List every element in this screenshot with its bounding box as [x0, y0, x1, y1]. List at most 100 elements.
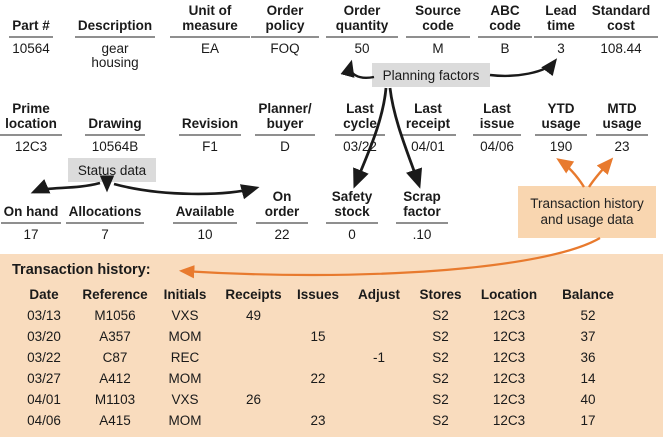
cell-issues: 22	[310, 371, 326, 386]
field-value: D	[280, 139, 290, 154]
field-label: Description	[74, 6, 156, 38]
transaction-table-body: 03/13 M1056 VXS 49 S2 12C3 52 03/20 A357…	[0, 305, 663, 431]
field-label: Last receipt	[400, 101, 456, 136]
cell-issues	[287, 347, 349, 368]
field-label: Prime location	[0, 101, 62, 136]
cell-balance: 14	[580, 371, 596, 386]
arrow-planning-to-lead-time	[489, 58, 558, 78]
column-header: Issues	[296, 287, 340, 302]
column-header: Reference	[82, 287, 148, 302]
table-row: 03/27 A412 MOM 22 S2 12C3 14	[8, 368, 663, 389]
field-value: 0	[348, 227, 356, 242]
cell-initials: MOM	[168, 413, 202, 428]
cell-stores: S2	[432, 392, 449, 407]
field-value: 7	[101, 227, 109, 242]
transaction-usage-callout: Transaction history and usage data	[518, 186, 656, 238]
cell-reference: A412	[99, 371, 131, 386]
field-label: Order quantity	[326, 3, 398, 38]
field-label: Source code	[406, 3, 470, 38]
cell-stores: S2	[432, 329, 449, 344]
transaction-history-title: Transaction history:	[12, 262, 151, 278]
field-value: 04/01	[411, 139, 445, 154]
cell-receipts	[220, 326, 287, 347]
field-allocations: Allocations 7	[63, 190, 147, 242]
field-label: Last cycle	[335, 101, 385, 136]
field-value: 3	[557, 41, 565, 56]
column-header: Location	[480, 287, 538, 302]
field-value: 190	[549, 139, 573, 154]
field-on-order: On order 22	[256, 189, 308, 242]
cell-initials: MOM	[168, 329, 202, 344]
cell-adjust	[349, 410, 409, 431]
planning-factors-label: Planning factors	[372, 63, 490, 87]
column-header: Date	[29, 287, 59, 302]
field-revision: Revision F1	[175, 102, 245, 154]
cell-initials: VXS	[171, 392, 199, 407]
field-value: 12C3	[14, 139, 48, 154]
cell-stores: S2	[432, 350, 449, 365]
cell-reference: A415	[99, 413, 131, 428]
table-row: 04/01 M1103 VXS 26 S2 12C3 40	[8, 389, 663, 410]
field-last-issue: Last issue 04/06	[473, 101, 521, 154]
table-row: 03/20 A357 MOM 15 S2 12C3 37	[8, 326, 663, 347]
cell-balance: 40	[580, 392, 596, 407]
cell-receipts: 26	[245, 392, 262, 407]
cell-receipts	[220, 368, 287, 389]
field-value: gear housing	[91, 41, 139, 70]
field-label: Standard cost	[584, 3, 658, 38]
field-label: YTD usage	[535, 101, 587, 136]
cell-receipts: 49	[245, 308, 262, 323]
cell-issues: 23	[310, 413, 326, 428]
cell-date: 04/06	[27, 413, 61, 428]
cell-date: 04/01	[27, 392, 61, 407]
field-order-quantity: Order quantity 50	[326, 3, 398, 56]
callout-line2: and usage data	[540, 212, 634, 227]
field-value: 23	[614, 139, 630, 154]
field-value: 10	[197, 227, 213, 242]
field-ytd-usage: YTD usage 190	[535, 101, 587, 154]
column-header: Initials	[163, 287, 207, 302]
field-value: 04/06	[480, 139, 514, 154]
table-row: 03/13 M1056 VXS 49 S2 12C3 52	[8, 305, 663, 326]
field-value: 10564	[12, 41, 50, 56]
field-part-number: Part # 10564	[1, 6, 61, 56]
status-data-label: Status data	[68, 158, 156, 182]
field-lead-time: Lead time 3	[534, 3, 588, 56]
cell-location: 12C3	[492, 308, 526, 323]
field-label: Scrap factor	[396, 189, 448, 224]
cell-location: 12C3	[492, 392, 526, 407]
cell-reference: C87	[102, 350, 128, 365]
arrow-planning-to-order-quantity	[340, 59, 375, 79]
cell-date: 03/22	[27, 350, 61, 365]
cell-issues: 15	[310, 329, 326, 344]
field-unit-of-measure: Unit of measure EA	[170, 3, 250, 56]
field-standard-cost: Standard cost 108.44	[584, 3, 658, 56]
field-label: Safety stock	[326, 189, 378, 224]
field-value: F1	[202, 139, 218, 154]
transaction-table-header: Date Reference Initials Receipts Issues Adjus…	[8, 285, 663, 305]
cell-reference: M1103	[94, 392, 136, 407]
cell-adjust	[349, 389, 409, 410]
field-last-receipt: Last receipt 04/01	[400, 101, 456, 154]
cell-initials: MOM	[168, 371, 202, 386]
field-value: 17	[23, 227, 39, 242]
field-source-code: Source code M	[406, 3, 470, 56]
cell-initials: VXS	[171, 308, 199, 323]
cell-receipts	[220, 347, 287, 368]
cell-location: 12C3	[492, 329, 526, 344]
callout-line1: Transaction history	[530, 196, 644, 211]
cell-balance: 36	[580, 350, 596, 365]
column-header: Stores	[419, 287, 462, 302]
cell-date: 03/13	[27, 308, 61, 323]
column-header: Balance	[562, 287, 614, 302]
cell-adjust	[349, 305, 409, 326]
table-row: 04/06 A415 MOM 23 S2 12C3 17	[8, 410, 663, 431]
cell-adjust	[349, 368, 409, 389]
field-order-policy: Order policy FOQ	[251, 3, 319, 56]
field-on-hand: On hand 17	[0, 190, 62, 242]
field-value: FOQ	[270, 41, 300, 56]
field-value: M	[432, 41, 444, 56]
field-prime-location: Prime location 12C3	[0, 101, 62, 154]
cell-adjust	[349, 326, 409, 347]
